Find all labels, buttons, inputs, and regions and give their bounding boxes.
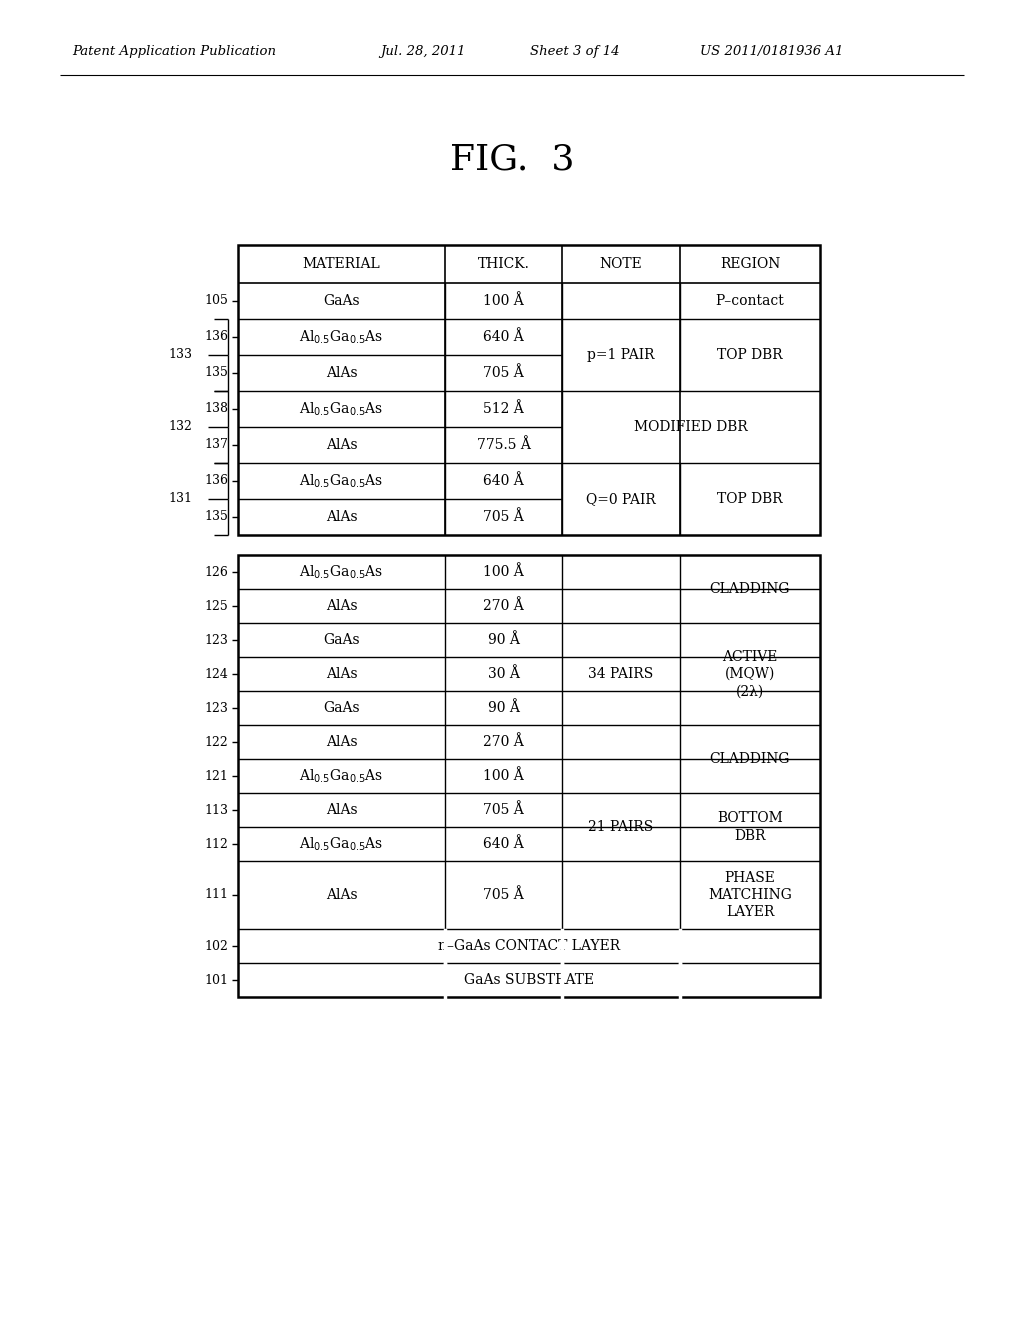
Text: CLADDING: CLADDING xyxy=(710,582,791,597)
Text: GaAs: GaAs xyxy=(324,701,359,715)
Text: BOTTOM
DBR: BOTTOM DBR xyxy=(717,812,783,842)
Text: Al$_{0.5}$Ga$_{0.5}$As: Al$_{0.5}$Ga$_{0.5}$As xyxy=(299,400,384,417)
Text: CLADDING: CLADDING xyxy=(710,752,791,766)
Text: Q=0 PAIR: Q=0 PAIR xyxy=(586,492,656,506)
Text: 34 PAIRS: 34 PAIRS xyxy=(589,667,653,681)
Text: 132: 132 xyxy=(168,421,193,433)
Text: NOTE: NOTE xyxy=(600,257,642,271)
Text: AlAs: AlAs xyxy=(326,735,357,748)
Text: n–GaAs CONTACT LAYER: n–GaAs CONTACT LAYER xyxy=(438,939,621,953)
Text: p=1 PAIR: p=1 PAIR xyxy=(587,348,654,362)
Text: AlAs: AlAs xyxy=(326,667,357,681)
Text: 705 Å: 705 Å xyxy=(483,888,524,902)
Text: AlAs: AlAs xyxy=(326,438,357,451)
Text: US 2011/0181936 A1: US 2011/0181936 A1 xyxy=(700,45,844,58)
Text: 705 Å: 705 Å xyxy=(483,803,524,817)
Text: 775.5 Å: 775.5 Å xyxy=(476,438,530,451)
Text: 640 Å: 640 Å xyxy=(483,474,524,488)
Text: 30 Å: 30 Å xyxy=(487,667,519,681)
Text: AlAs: AlAs xyxy=(326,803,357,817)
Text: 123: 123 xyxy=(204,701,228,714)
Text: 122: 122 xyxy=(204,735,228,748)
Text: 137: 137 xyxy=(204,438,228,451)
Text: 112: 112 xyxy=(204,837,228,850)
Text: Patent Application Publication: Patent Application Publication xyxy=(72,45,276,58)
Text: AlAs: AlAs xyxy=(326,510,357,524)
Text: 90 Å: 90 Å xyxy=(487,634,519,647)
Text: 121: 121 xyxy=(204,770,228,783)
Text: 100 Å: 100 Å xyxy=(483,565,524,579)
Text: AlAs: AlAs xyxy=(326,599,357,612)
Text: 705 Å: 705 Å xyxy=(483,366,524,380)
Text: 640 Å: 640 Å xyxy=(483,330,524,345)
Text: 123: 123 xyxy=(204,634,228,647)
Text: 100 Å: 100 Å xyxy=(483,770,524,783)
Text: ACTIVE
(MQW)
(2λ): ACTIVE (MQW) (2λ) xyxy=(722,649,777,698)
Text: P–contact: P–contact xyxy=(716,294,784,308)
Text: 105: 105 xyxy=(204,294,228,308)
Text: TOP DBR: TOP DBR xyxy=(717,348,782,362)
Text: 135: 135 xyxy=(204,511,228,524)
Text: 270 Å: 270 Å xyxy=(483,735,524,748)
Text: FIG.  3: FIG. 3 xyxy=(450,143,574,177)
Text: 100 Å: 100 Å xyxy=(483,294,524,308)
Text: 131: 131 xyxy=(168,492,193,506)
Text: GaAs SUBSTRATE: GaAs SUBSTRATE xyxy=(464,973,594,987)
Text: TOP DBR: TOP DBR xyxy=(717,492,782,506)
Text: GaAs: GaAs xyxy=(324,634,359,647)
Text: Al$_{0.5}$Ga$_{0.5}$As: Al$_{0.5}$Ga$_{0.5}$As xyxy=(299,564,384,581)
Text: MATERIAL: MATERIAL xyxy=(303,257,380,271)
Text: 111: 111 xyxy=(204,888,228,902)
Text: THICK.: THICK. xyxy=(477,257,529,271)
Text: 270 Å: 270 Å xyxy=(483,599,524,612)
Text: 21 PAIRS: 21 PAIRS xyxy=(589,820,653,834)
Text: Al$_{0.5}$Ga$_{0.5}$As: Al$_{0.5}$Ga$_{0.5}$As xyxy=(299,836,384,853)
Text: 136: 136 xyxy=(204,330,228,343)
Text: Sheet 3 of 14: Sheet 3 of 14 xyxy=(530,45,620,58)
Text: Al$_{0.5}$Ga$_{0.5}$As: Al$_{0.5}$Ga$_{0.5}$As xyxy=(299,329,384,346)
Text: Al$_{0.5}$Ga$_{0.5}$As: Al$_{0.5}$Ga$_{0.5}$As xyxy=(299,767,384,784)
Text: 135: 135 xyxy=(204,367,228,380)
Text: 126: 126 xyxy=(204,565,228,578)
Text: Al$_{0.5}$Ga$_{0.5}$As: Al$_{0.5}$Ga$_{0.5}$As xyxy=(299,473,384,490)
Text: 102: 102 xyxy=(204,940,228,953)
Text: 124: 124 xyxy=(204,668,228,681)
Text: 512 Å: 512 Å xyxy=(483,403,524,416)
Text: PHASE
MATCHING
LAYER: PHASE MATCHING LAYER xyxy=(708,871,792,919)
Text: GaAs: GaAs xyxy=(324,294,359,308)
Text: AlAs: AlAs xyxy=(326,366,357,380)
Text: Jul. 28, 2011: Jul. 28, 2011 xyxy=(380,45,465,58)
Text: 90 Å: 90 Å xyxy=(487,701,519,715)
Text: 125: 125 xyxy=(204,599,228,612)
Text: 101: 101 xyxy=(204,974,228,986)
Text: MODIFIED DBR: MODIFIED DBR xyxy=(634,420,748,434)
Text: 113: 113 xyxy=(204,804,228,817)
Text: 138: 138 xyxy=(204,403,228,416)
Text: REGION: REGION xyxy=(720,257,780,271)
Text: 640 Å: 640 Å xyxy=(483,837,524,851)
Text: 133: 133 xyxy=(168,348,193,362)
Text: 136: 136 xyxy=(204,474,228,487)
Text: AlAs: AlAs xyxy=(326,888,357,902)
Text: 705 Å: 705 Å xyxy=(483,510,524,524)
